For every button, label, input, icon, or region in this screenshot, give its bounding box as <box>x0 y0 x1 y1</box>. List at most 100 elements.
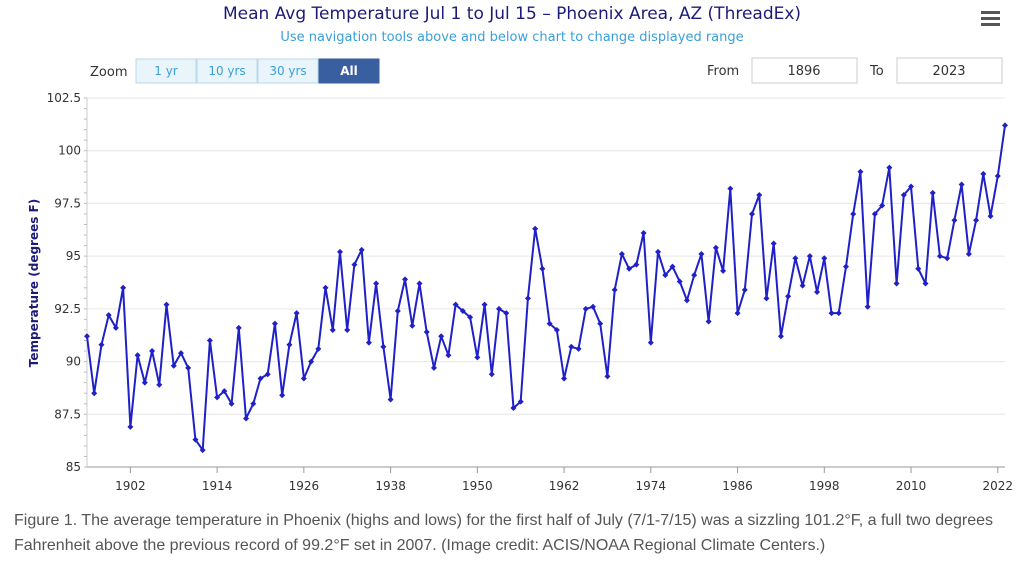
to-label: To <box>869 64 884 79</box>
to-input[interactable]: 2023 <box>896 57 1003 84</box>
data-point <box>264 371 271 378</box>
y-tick-label: 87.5 <box>54 407 81 421</box>
y-axis-label: Temperature (degrees F) <box>27 199 41 368</box>
data-point <box>214 394 221 401</box>
from-input-value: 1896 <box>787 64 820 79</box>
data-point <box>929 189 936 196</box>
from-label: From <box>707 64 739 79</box>
data-point <box>243 415 250 422</box>
data-point <box>380 343 387 350</box>
data-point <box>91 390 98 397</box>
data-point <box>127 423 134 430</box>
data-point <box>336 248 343 255</box>
data-point <box>416 280 423 287</box>
data-point <box>886 164 893 171</box>
data-point <box>618 251 625 258</box>
data-point <box>373 280 380 287</box>
x-tick-label: 1902 <box>115 479 146 493</box>
zoom-button-10-yrs[interactable]: 10 yrs <box>196 58 258 84</box>
y-tick-label: 92.5 <box>54 302 81 316</box>
data-point <box>459 307 466 314</box>
data-point <box>582 305 589 312</box>
temperature-chart: Mean Avg Temperature Jul 1 to Jul 15 – P… <box>27 4 1013 493</box>
data-point <box>633 261 640 268</box>
data-point <box>228 400 235 407</box>
data-point <box>980 170 987 177</box>
data-point <box>329 326 336 333</box>
data-point <box>770 240 777 247</box>
data-point <box>112 324 119 331</box>
data-point <box>365 339 372 346</box>
data-point <box>777 333 784 340</box>
data-point <box>799 282 806 289</box>
data-point <box>344 326 351 333</box>
data-point <box>785 293 792 300</box>
data-point <box>474 354 481 361</box>
zoom-button-30-yrs[interactable]: 30 yrs <box>257 58 319 84</box>
data-point <box>756 191 763 198</box>
data-point <box>575 345 582 352</box>
data-point <box>423 329 430 336</box>
data-point <box>452 301 459 308</box>
data-point <box>206 337 213 344</box>
data-point <box>394 307 401 314</box>
x-tick-label: 1926 <box>289 479 320 493</box>
data-point <box>568 343 575 350</box>
data-point <box>322 284 329 291</box>
from-input[interactable]: 1896 <box>751 57 858 84</box>
data-point <box>387 396 394 403</box>
zoom-button-group: 1 yr 10 yrs 30 yrs All <box>135 58 380 84</box>
data-point <box>850 210 857 217</box>
data-point <box>163 301 170 308</box>
data-point <box>640 229 647 236</box>
data-point <box>510 404 517 411</box>
data-point <box>430 364 437 371</box>
hamburger-menu-icon[interactable] <box>975 6 1005 32</box>
data-point <box>445 352 452 359</box>
data-point <box>300 375 307 382</box>
zoom-button-label: All <box>340 64 358 78</box>
data-point <box>496 305 503 312</box>
zoom-button-label: 1 yr <box>154 64 178 78</box>
data-point <box>271 320 278 327</box>
data-point <box>749 210 756 217</box>
x-tick-label: 2022 <box>982 479 1013 493</box>
data-point <box>741 286 748 293</box>
zoom-button-1-yr[interactable]: 1 yr <box>135 58 197 84</box>
data-point <box>84 333 90 340</box>
data-point <box>915 265 922 272</box>
data-point <box>691 272 698 279</box>
x-tick-label: 1914 <box>202 479 233 493</box>
data-point <box>727 185 734 192</box>
data-point <box>944 255 951 262</box>
data-point <box>987 213 994 220</box>
data-point <box>358 246 365 253</box>
data-point <box>965 251 972 258</box>
data-point <box>503 310 510 317</box>
y-tick-label: 102.5 <box>47 91 81 105</box>
data-point <box>611 286 618 293</box>
data-point <box>908 183 915 190</box>
data-point <box>828 310 835 317</box>
data-point <box>821 255 828 262</box>
data-point <box>842 263 849 270</box>
data-point <box>597 320 604 327</box>
zoom-button-all[interactable]: All <box>318 58 380 84</box>
data-point <box>308 358 315 365</box>
data-point <box>655 248 662 255</box>
data-point <box>936 253 943 260</box>
data-point <box>98 341 105 348</box>
data-point <box>286 341 293 348</box>
data-point <box>105 312 112 319</box>
data-point <box>792 255 799 262</box>
chart-title: Mean Avg Temperature Jul 1 to Jul 15 – P… <box>223 4 801 24</box>
data-point <box>763 295 770 302</box>
data-point <box>156 381 163 388</box>
data-point <box>539 265 546 272</box>
data-point <box>235 324 242 331</box>
data-point <box>712 244 719 251</box>
series-line <box>86 125 1006 452</box>
data-point <box>199 447 206 454</box>
zoom-button-label: 30 yrs <box>269 64 306 78</box>
x-tick-label: 1974 <box>636 479 667 493</box>
